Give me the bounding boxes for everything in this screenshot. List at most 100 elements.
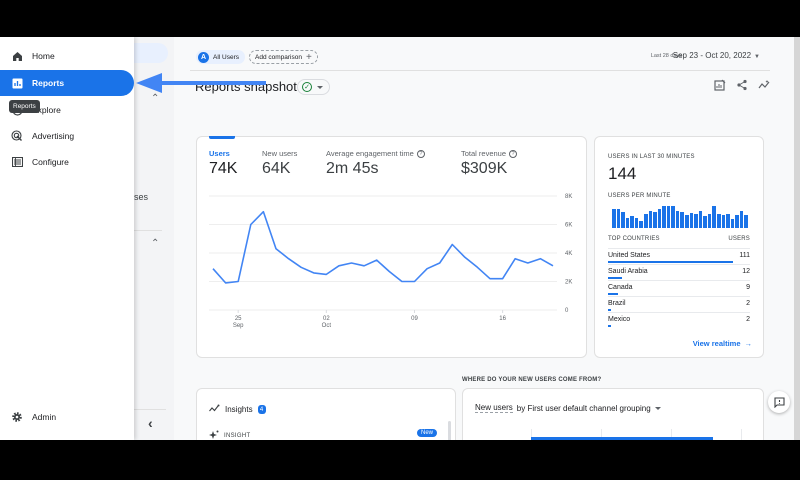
help-icon[interactable]: ?	[509, 149, 518, 158]
country-bar	[608, 277, 623, 279]
status-dropdown[interactable]: ✓	[297, 79, 330, 95]
minute-bar	[657, 209, 662, 228]
view-realtime-link[interactable]: View realtime →	[693, 339, 752, 348]
table-row[interactable]: Mexico 2	[608, 312, 750, 328]
insights-count-badge: 4	[257, 405, 266, 414]
minute-bar	[643, 214, 648, 228]
gridline	[531, 429, 532, 440]
realtime-card: USERS IN LAST 30 MINUTES 144 USERS PER M…	[594, 136, 764, 358]
overview-card: Users 74K New users 64K Average engageme…	[196, 136, 587, 358]
realtime-title: USERS IN LAST 30 MINUTES	[608, 154, 695, 160]
background-nav-selected	[134, 43, 168, 63]
country-name: United States	[608, 251, 651, 259]
kpi-tab-total-revenue[interactable]: Total revenue? $309K	[461, 149, 518, 178]
minute-bar	[735, 215, 739, 228]
minute-bar	[648, 210, 653, 228]
kpi-value: 2m 45s	[326, 160, 379, 177]
nav-item-home[interactable]: Home	[0, 43, 134, 69]
country-bar	[608, 309, 611, 311]
date-range-picker[interactable]: Sep 23 - Oct 20, 2022 ▼	[673, 51, 760, 60]
view-realtime-label: View realtime	[692, 339, 741, 348]
segment-chip[interactable]: A All Users	[196, 50, 246, 64]
minute-bar	[721, 215, 726, 228]
dimension-label: by First user default channel grouping	[516, 403, 651, 413]
date-range-value: Sep 23 - Oct 20, 2022	[672, 51, 752, 60]
metric-label: New users	[475, 403, 513, 413]
home-icon	[11, 50, 23, 62]
date-range-label: Last 28 days	[650, 53, 682, 59]
insight-row[interactable]: INSIGHT	[209, 430, 250, 440]
advertising-icon	[11, 130, 23, 142]
add-comparison-label: Add comparison	[255, 53, 302, 61]
minute-bar	[739, 210, 744, 228]
kpi-tab-users[interactable]: Users 74K	[209, 149, 237, 178]
svg-text:0: 0	[565, 308, 569, 314]
configure-icon	[11, 156, 23, 168]
table-row[interactable]: Saudi Arabia 12	[608, 264, 750, 280]
dimension-selector[interactable]: New users by First user default channel …	[475, 403, 661, 413]
svg-text:8K: 8K	[565, 194, 572, 200]
plus-icon: +	[305, 51, 312, 63]
nav-label: Reports	[32, 78, 65, 88]
users-per-minute-chart[interactable]	[612, 206, 748, 228]
realtime-count: 144	[608, 164, 637, 183]
minute-bar	[634, 217, 639, 228]
countries-table: United States 111 Saudi Arabia 12 Canada 9 …	[608, 248, 750, 328]
new-badge: New	[416, 429, 437, 437]
annotation-arrow-head	[136, 73, 162, 93]
segment-label: All Users	[213, 53, 240, 61]
minute-bar	[744, 215, 748, 228]
annotation-arrow	[160, 81, 266, 85]
add-comparison-button[interactable]: Add comparison +	[249, 50, 318, 64]
help-icon[interactable]: ?	[416, 149, 425, 158]
table-row[interactable]: United States 111	[608, 248, 750, 264]
scrollbar[interactable]	[448, 421, 451, 440]
check-circle-icon: ✓	[302, 82, 312, 92]
country-bar	[608, 325, 611, 327]
minute-bar	[671, 206, 675, 228]
customize-report-icon[interactable]	[714, 79, 726, 91]
insights-icon[interactable]	[758, 79, 770, 91]
svg-text:02: 02	[323, 316, 330, 322]
per-minute-label: USERS PER MINUTE	[608, 193, 671, 199]
chevron-up-icon[interactable]: ⌃	[151, 238, 160, 249]
feedback-button[interactable]	[768, 391, 790, 413]
nav-label: Admin	[32, 412, 57, 422]
arrow-right-icon: →	[744, 339, 753, 348]
collapse-nav-button[interactable]: ‹	[148, 415, 153, 431]
minute-bar	[616, 209, 621, 228]
nav-item-configure[interactable]: Configure	[0, 149, 134, 175]
gear-icon	[11, 411, 23, 423]
minute-bar	[707, 214, 712, 228]
nav-item-advertising[interactable]: Advertising	[0, 123, 134, 149]
tooltip: Reports	[9, 100, 40, 113]
background-nav-text: ses	[134, 192, 149, 202]
new-users-source-card: New users by First user default channel …	[462, 388, 764, 440]
nav-item-reports[interactable]: Reports	[0, 70, 134, 96]
minute-bar	[694, 214, 698, 228]
share-icon[interactable]	[736, 79, 748, 91]
kpi-label: Average engagement time	[326, 149, 414, 158]
minute-bar	[698, 210, 703, 228]
minute-bar	[712, 206, 716, 228]
nav-item-admin[interactable]: Admin	[0, 404, 134, 430]
svg-text:Oct: Oct	[322, 323, 332, 329]
channel-bar[interactable]	[531, 437, 713, 440]
sparkle-icon	[209, 430, 219, 440]
country-users: 12	[742, 267, 750, 275]
chevron-up-icon[interactable]: ⌃	[151, 93, 160, 104]
minute-bar	[685, 215, 689, 228]
caret-down-icon: ▼	[754, 54, 760, 60]
minute-bar	[653, 211, 657, 228]
insights-header[interactable]: Insights 4	[209, 404, 266, 415]
kpi-tab-engagement-time[interactable]: Average engagement time? 2m 45s	[326, 149, 425, 178]
svg-text:Sep: Sep	[233, 323, 244, 329]
svg-text:4K: 4K	[565, 251, 572, 257]
kpi-tab-new-users[interactable]: New users 64K	[262, 149, 297, 178]
svg-text:6K: 6K	[565, 223, 572, 229]
header-actions	[714, 79, 770, 91]
country-name: Mexico	[608, 315, 631, 323]
table-row[interactable]: Brazil 2	[608, 296, 750, 312]
table-row[interactable]: Canada 9	[608, 280, 750, 296]
